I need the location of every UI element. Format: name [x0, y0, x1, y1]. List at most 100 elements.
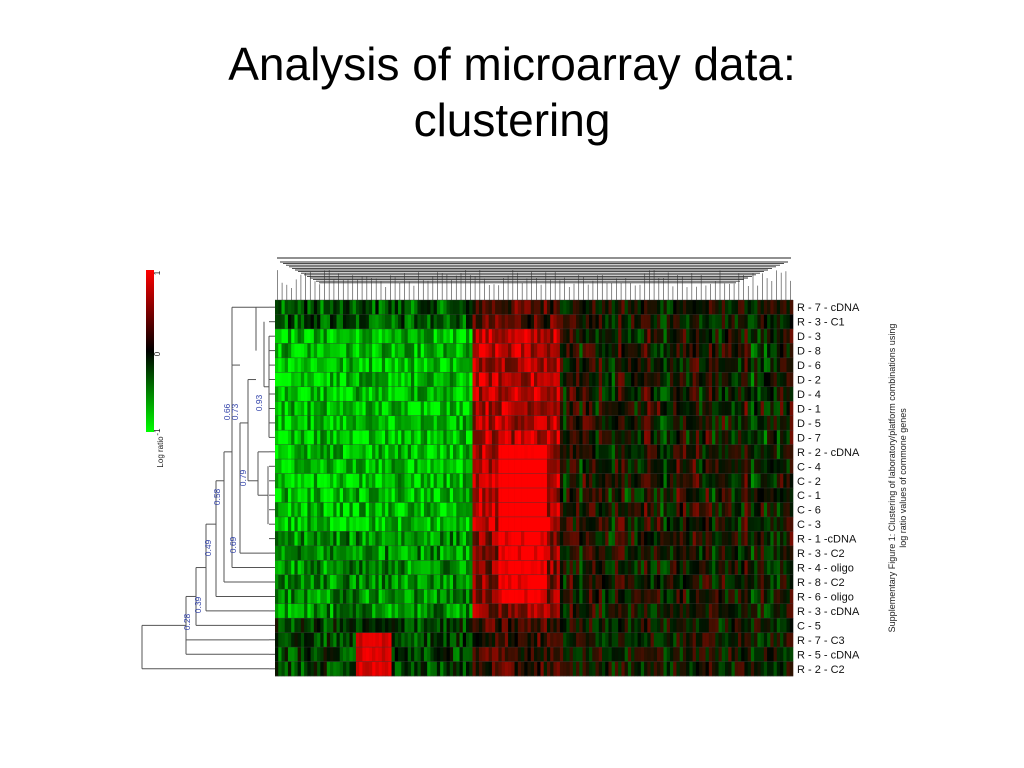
heatmap-cell [705, 502, 710, 518]
heatmap-cell [440, 603, 444, 619]
heatmap-cell [491, 415, 496, 431]
heatmap-cell [385, 328, 389, 344]
heatmap-cell [310, 661, 315, 677]
heatmap-cell [281, 661, 286, 677]
heatmap-cell [462, 632, 467, 648]
heatmap-cell [702, 545, 706, 561]
heatmap-cell [530, 632, 535, 648]
heatmap-cell [278, 401, 282, 416]
heatmap-cell [705, 372, 710, 388]
heatmap-cell [475, 372, 480, 388]
heatmap-cell [669, 401, 674, 416]
heatmap-cell [783, 516, 787, 532]
heatmap-cell [705, 314, 710, 330]
heatmap-cell [330, 516, 334, 532]
heatmap-cell [614, 300, 619, 315]
heatmap-cell [618, 560, 622, 576]
heatmap-cell [401, 314, 405, 330]
heatmap-cell [491, 661, 496, 677]
heatmap-cell [530, 618, 535, 633]
heatmap-cell [647, 647, 651, 662]
heatmap-cell [342, 574, 347, 590]
heatmap-cell [339, 473, 344, 489]
heatmap-cell [731, 531, 736, 547]
heatmap-cell [546, 459, 551, 474]
heatmap-cell [352, 328, 357, 344]
heatmap-cell [427, 502, 431, 518]
heatmap-cell [430, 357, 434, 373]
heatmap-cell [737, 386, 742, 402]
heatmap-cell [401, 502, 405, 518]
heatmap-cell [498, 386, 502, 402]
heatmap-cell [569, 430, 574, 445]
heatmap-cell [475, 574, 480, 590]
heatmap-cell [281, 343, 286, 359]
heatmap-cell [660, 531, 664, 547]
heatmap-cell [780, 545, 784, 561]
heatmap-cell [427, 603, 431, 619]
heatmap-cell [456, 661, 460, 677]
heatmap-cell [537, 661, 541, 677]
heatmap-cell [686, 328, 690, 344]
heatmap-cell [420, 473, 425, 489]
heatmap-cell [407, 632, 412, 648]
heatmap-cell [553, 328, 557, 344]
heatmap-cell [300, 328, 305, 344]
heatmap-cell [546, 589, 551, 604]
heatmap-cell [391, 531, 396, 547]
heatmap-cell [763, 632, 768, 648]
heatmap-cell [291, 386, 295, 402]
heatmap-cell [330, 574, 334, 590]
legend-tick-high: 1 [153, 270, 162, 275]
heatmap-cell [436, 603, 441, 619]
heatmap-cell [372, 386, 376, 402]
heatmap-cell [763, 343, 768, 359]
heatmap-cell [566, 502, 570, 518]
heatmap-cell [410, 300, 415, 315]
heatmap-cell [689, 372, 693, 388]
heatmap-cell [339, 415, 344, 431]
heatmap-cell [365, 560, 370, 576]
heatmap-cell [689, 545, 693, 561]
heatmap-cell [563, 343, 567, 359]
heatmap-cell [323, 386, 328, 402]
heatmap-cell [634, 632, 638, 648]
heatmap-cell [300, 488, 305, 503]
heatmap-cell [294, 473, 298, 489]
heatmap-cell [498, 300, 502, 315]
heatmap-cell [368, 488, 373, 503]
heatmap-cell [744, 589, 748, 604]
heatmap-cell [352, 459, 357, 474]
heatmap-cell [750, 357, 755, 373]
heatmap-cell [734, 314, 739, 330]
heatmap-cell [718, 415, 723, 431]
heatmap-cell [440, 314, 444, 330]
heatmap-cell [511, 618, 515, 633]
heatmap-cell [644, 488, 648, 503]
heatmap-cell [304, 531, 308, 547]
heatmap-cell [621, 488, 625, 503]
heatmap-cell [695, 545, 700, 561]
heatmap-cell [644, 545, 648, 561]
heatmap-cell [676, 589, 680, 604]
heatmap-cell [446, 647, 451, 662]
heatmap-cell [511, 560, 515, 576]
heatmap-cell [585, 473, 590, 489]
heatmap-cell [721, 618, 726, 633]
heatmap-cell [686, 386, 690, 402]
heatmap-cell [608, 545, 612, 561]
heatmap-cell [534, 516, 538, 532]
heatmap-cell [284, 372, 289, 388]
heatmap-cell [676, 545, 680, 561]
heatmap-cell [653, 328, 658, 344]
heatmap-cell [579, 574, 583, 590]
heatmap-cell [410, 502, 415, 518]
heatmap-cell [569, 386, 574, 402]
heatmap-cell [404, 632, 409, 648]
heatmap-cell [498, 560, 502, 576]
heatmap-cell [627, 459, 632, 474]
heatmap-cell [313, 545, 318, 561]
heatmap-cell [631, 488, 635, 503]
heatmap-cell [702, 401, 706, 416]
heatmap-cell [333, 314, 337, 330]
